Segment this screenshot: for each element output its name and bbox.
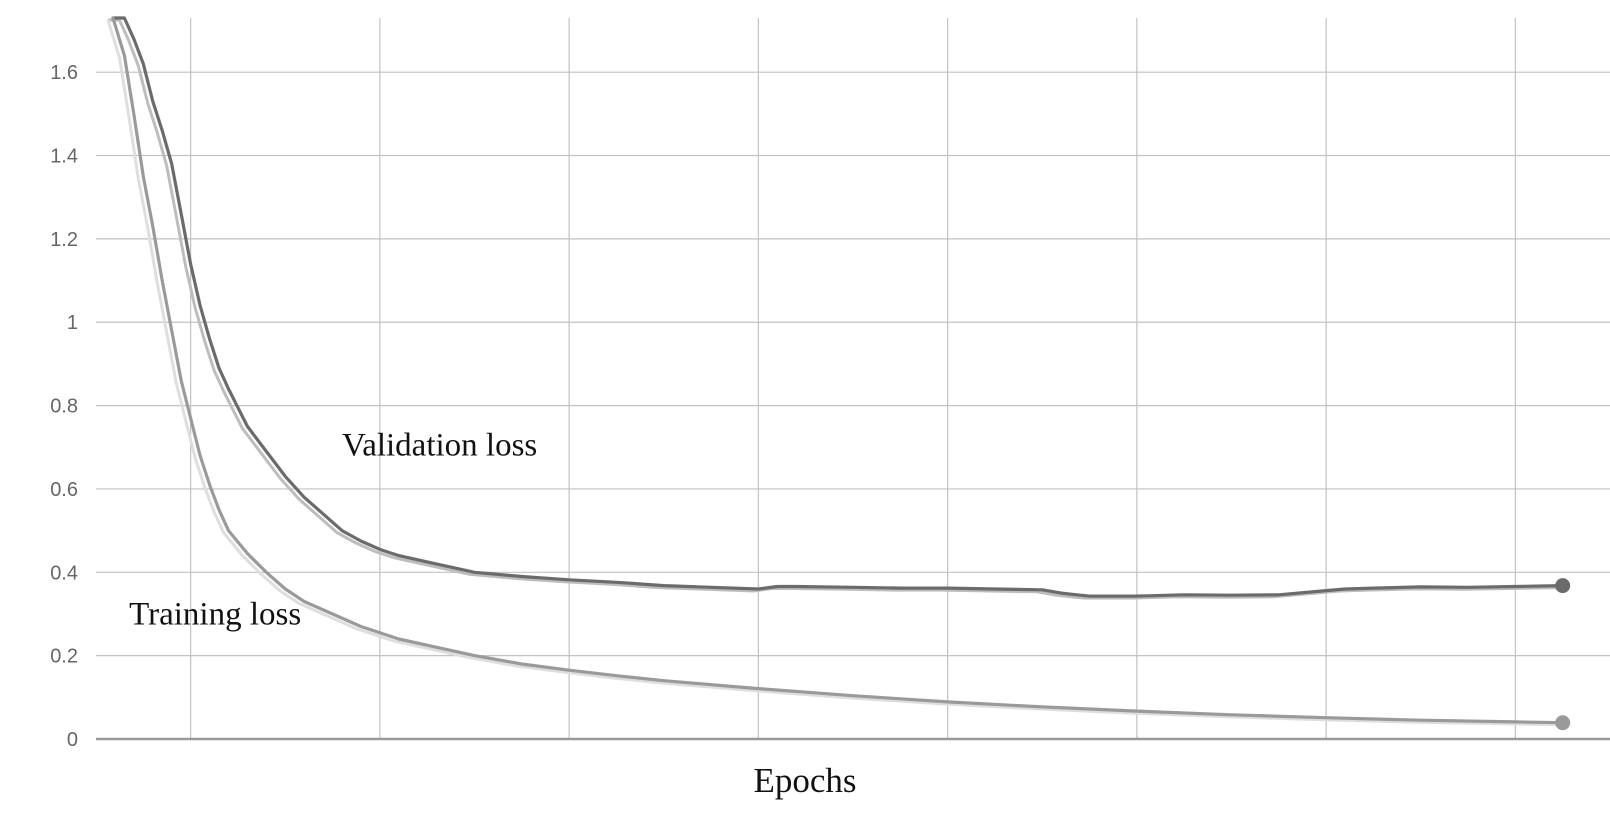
y-axis-tick-labels: 0 0.2 0.4 0.6 0.8 1 1.2 1.4 1.6 <box>50 62 78 751</box>
annotations: Validation loss Training loss <box>129 428 537 633</box>
y-tick-label: 1 <box>67 312 78 334</box>
series-layer <box>106 16 1571 731</box>
series-raw-line <box>106 19 1558 727</box>
y-tick-label: 0 <box>67 729 78 751</box>
x-gridlines <box>190 18 1516 739</box>
series-line <box>111 16 1565 598</box>
y-tick-label: 1.4 <box>50 146 78 168</box>
series-line <box>111 16 1565 725</box>
series-annotation: Training loss <box>129 596 301 632</box>
y-gridlines <box>96 71 1610 657</box>
y-tick-label: 0.2 <box>50 646 78 668</box>
series-annotation: Validation loss <box>342 428 537 464</box>
series-end-marker <box>1555 715 1571 731</box>
y-tick-label: 0.8 <box>50 396 78 418</box>
series-raw-line <box>108 18 1558 600</box>
y-tick-label: 0.4 <box>50 562 78 584</box>
y-tick-label: 1.6 <box>50 62 78 84</box>
series-end-marker <box>1555 578 1571 594</box>
y-tick-label: 0.6 <box>50 479 78 501</box>
y-tick-label: 1.2 <box>50 229 78 251</box>
x-axis-title: Epochs <box>753 761 856 800</box>
